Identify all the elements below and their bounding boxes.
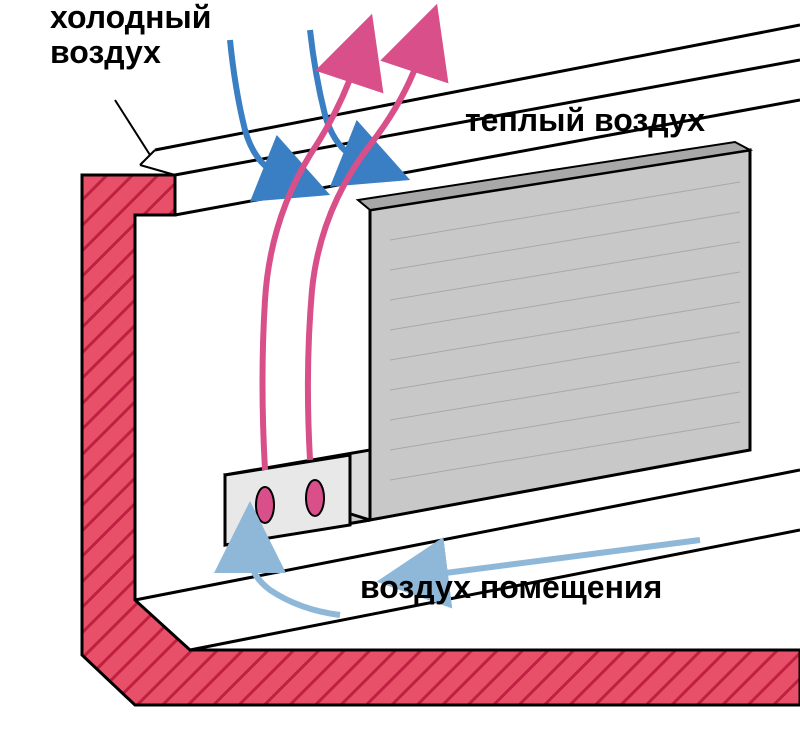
cold-arrow-1 (230, 40, 280, 175)
pipe-hole-1 (256, 487, 274, 523)
radiator-panel (370, 150, 750, 520)
label-room-air: воздух помещения (360, 570, 662, 605)
heater-face (225, 455, 350, 545)
label-cold-air: холодный воздух (50, 0, 211, 70)
leader-cold (115, 100, 150, 155)
pipe-hole-2 (306, 480, 324, 516)
label-warm-air: теплый воздух (465, 103, 705, 138)
